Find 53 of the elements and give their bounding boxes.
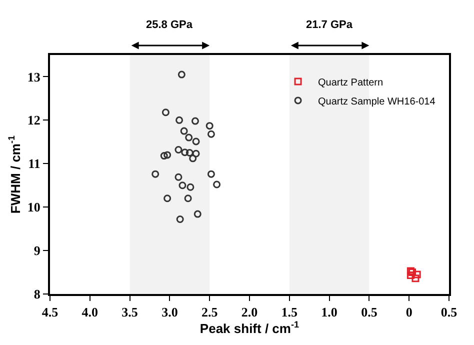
point <box>413 270 421 278</box>
point <box>174 146 182 154</box>
point <box>207 130 215 138</box>
point <box>185 134 193 142</box>
point <box>164 151 172 159</box>
point <box>213 180 221 188</box>
x-tick-label: 3.5 <box>122 304 138 320</box>
point <box>186 183 194 191</box>
x-tick-label: 4.5 <box>42 304 59 320</box>
point <box>191 117 199 125</box>
x-tick-label: 0.5 <box>361 304 378 320</box>
x-axis-title: Peak shift / cm$^{-1}$ <box>200 320 300 336</box>
point <box>176 116 184 124</box>
y-tick-label: 8 <box>34 286 41 302</box>
point <box>408 268 416 276</box>
point <box>406 267 414 275</box>
point <box>184 194 192 202</box>
point <box>174 173 182 181</box>
point <box>180 127 188 135</box>
x-tick-label: 0 <box>406 304 412 320</box>
point <box>181 148 189 156</box>
legend-label: Quartz Pattern <box>318 77 384 88</box>
point <box>207 170 215 178</box>
point <box>162 108 170 116</box>
y-tick-label: 13 <box>27 69 41 84</box>
point <box>186 149 194 157</box>
band-label: 25.8 GPa <box>146 19 194 31</box>
y-tick-label: 9 <box>34 243 41 258</box>
point <box>192 138 200 146</box>
x-tick-label: 2.0 <box>241 304 258 320</box>
y-tick-label: 10 <box>27 200 40 215</box>
point <box>206 122 214 130</box>
point <box>178 182 186 190</box>
x-tick-label: 1.5 <box>281 304 298 320</box>
point <box>152 170 160 178</box>
point <box>178 70 186 78</box>
point <box>189 154 197 162</box>
x-tick-label: 2.5 <box>201 304 218 320</box>
point <box>160 152 168 160</box>
point <box>164 194 172 202</box>
point <box>406 272 414 280</box>
x-tick-label: 1.0 <box>321 304 338 320</box>
legend-label: Quartz Sample WH16-014 <box>318 96 436 108</box>
band-label: 21.7 GPa <box>306 19 354 31</box>
point <box>412 274 420 282</box>
x-tick-label: 4.0 <box>82 304 98 320</box>
point <box>176 216 184 224</box>
point <box>194 210 202 218</box>
y-tick-label: 12 <box>27 112 40 128</box>
y-tick-label: 11 <box>28 156 40 172</box>
x-tick-label: 3.0 <box>162 304 178 320</box>
point <box>192 150 200 158</box>
x-tick-label: 0.5 <box>440 304 458 320</box>
